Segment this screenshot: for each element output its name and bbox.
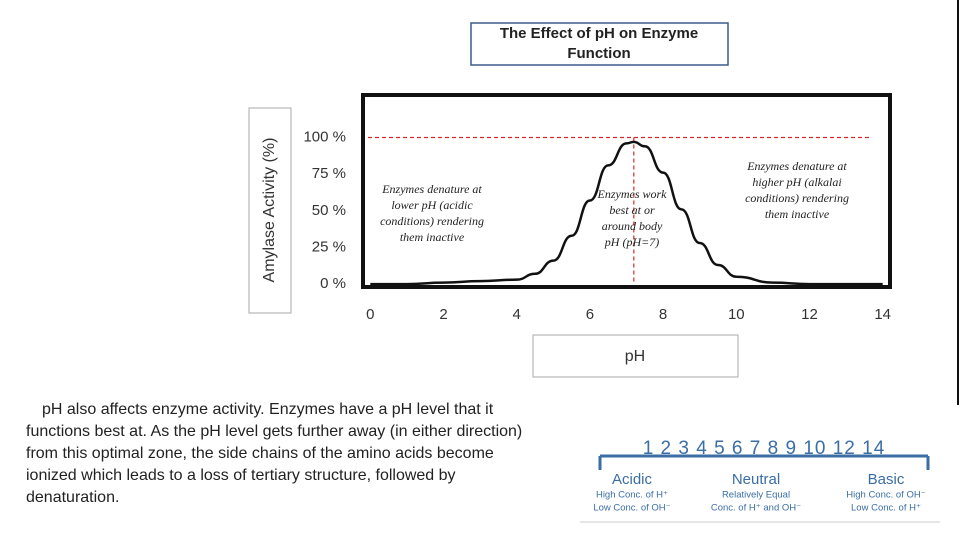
x-axis-label: pH xyxy=(625,348,645,365)
plot-frame xyxy=(361,93,892,289)
annotation: best at or xyxy=(609,203,655,217)
title-box xyxy=(470,22,729,66)
x-label-box xyxy=(532,334,739,378)
x-tick-label: 12 xyxy=(801,306,818,323)
ph-numbers: 1 2 3 4 5 6 7 8 9 10 12 14 xyxy=(643,438,886,459)
annotation: around body xyxy=(602,219,663,233)
annotation: lower pH (acidic xyxy=(391,198,473,212)
ph-group-note: High Conc. of OH⁻ xyxy=(846,490,925,501)
annotation: higher pH (alkalai xyxy=(752,175,841,189)
ph-group-note: Relatively Equal xyxy=(722,490,790,501)
chart-title: The Effect of pH on Enzyme Function xyxy=(500,25,698,62)
annotation: them inactive xyxy=(400,230,465,244)
x-tick-label: 6 xyxy=(586,306,594,323)
ph-group-label: Basic xyxy=(868,471,905,488)
annotation: conditions) rendering xyxy=(745,191,849,205)
ph-group-note: Conc. of H⁺ and OH⁻ xyxy=(711,503,801,514)
annotation: Enzymes work xyxy=(597,187,668,201)
annotation: conditions) rendering xyxy=(380,214,484,228)
x-tick-label: 10 xyxy=(728,306,745,323)
paragraph: pH also affects enzyme activity. Enzymes… xyxy=(26,401,523,506)
y-tick-label: 50 % xyxy=(312,202,346,219)
x-tick-label: 8 xyxy=(659,306,667,323)
ph-group-label: Neutral xyxy=(732,471,780,488)
x-tick-label: 4 xyxy=(513,306,521,323)
y-label-box xyxy=(248,107,292,314)
ph-group-note: Low Conc. of H⁺ xyxy=(851,503,921,514)
ph-group-note: Low Conc. of OH⁻ xyxy=(593,503,670,514)
annotation: them inactive xyxy=(765,207,830,221)
ph-group-note: High Conc. of H⁺ xyxy=(596,490,668,501)
annotation: pH (pH=7) xyxy=(604,235,659,249)
y-tick-label: 0 % xyxy=(320,275,346,292)
annotation: Enzymes denature at xyxy=(381,182,482,196)
annotation: Enzymes denature at xyxy=(746,159,847,173)
y-tick-label: 100 % xyxy=(303,128,346,145)
y-axis-label: Amylase Activity (%) xyxy=(261,138,278,283)
y-tick-label: 75 % xyxy=(312,165,346,182)
x-tick-label: 0 xyxy=(366,306,374,323)
data-line xyxy=(370,140,883,286)
x-tick-label: 14 xyxy=(874,306,891,323)
y-tick-label: 25 % xyxy=(312,238,346,255)
ph-group-label: Acidic xyxy=(612,471,653,488)
x-tick-label: 2 xyxy=(439,306,447,323)
